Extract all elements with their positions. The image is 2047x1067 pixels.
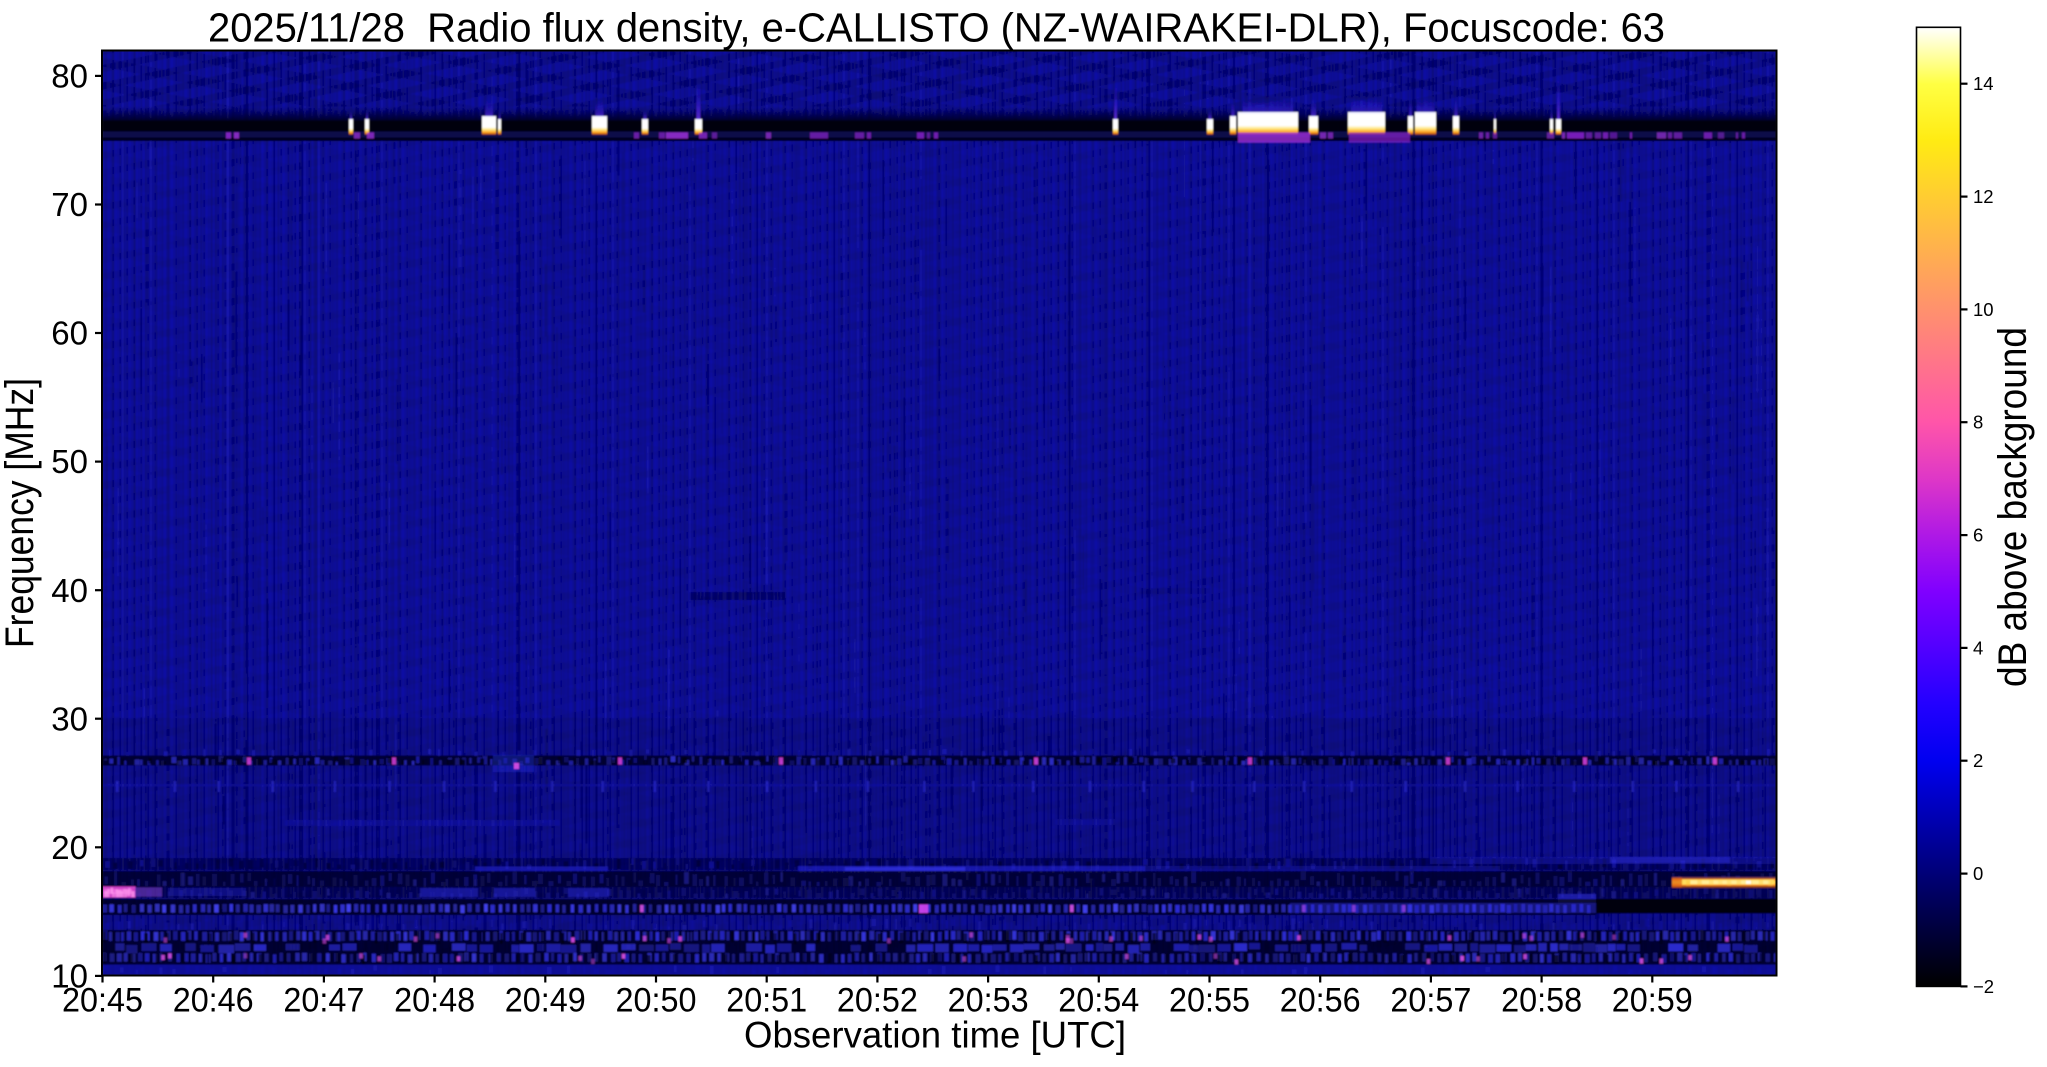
svg-text:12: 12 xyxy=(1973,186,1994,207)
svg-text:Frequency [MHz]: Frequency [MHz] xyxy=(0,378,42,648)
svg-text:4: 4 xyxy=(1973,637,1983,658)
svg-text:14: 14 xyxy=(1973,73,1994,94)
svg-text:10: 10 xyxy=(51,957,88,994)
svg-text:80: 80 xyxy=(51,58,88,95)
svg-text:60: 60 xyxy=(51,315,88,352)
svg-text:20:45: 20:45 xyxy=(62,982,143,1020)
svg-text:2: 2 xyxy=(1973,750,1983,771)
svg-text:Observation time [UTC]: Observation time [UTC] xyxy=(744,1015,1126,1056)
svg-text:50: 50 xyxy=(51,443,88,480)
svg-text:20:52: 20:52 xyxy=(837,982,918,1020)
svg-text:8: 8 xyxy=(1973,412,1983,433)
svg-text:40: 40 xyxy=(51,572,88,609)
svg-text:10: 10 xyxy=(1973,299,1994,320)
svg-text:2025/11/28 Radio flux density: 2025/11/28 Radio flux density, e-CALLIST… xyxy=(208,5,1665,51)
svg-text:dB above background: dB above background xyxy=(1991,327,2035,687)
svg-text:20:47: 20:47 xyxy=(283,982,364,1020)
svg-text:20:53: 20:53 xyxy=(948,982,1029,1020)
svg-text:20:49: 20:49 xyxy=(505,982,586,1020)
svg-text:20:51: 20:51 xyxy=(726,982,807,1020)
svg-text:20:55: 20:55 xyxy=(1169,982,1250,1020)
svg-text:20:48: 20:48 xyxy=(394,982,475,1020)
svg-text:−2: −2 xyxy=(1973,976,1994,997)
svg-text:20:54: 20:54 xyxy=(1058,982,1139,1020)
svg-text:20:58: 20:58 xyxy=(1501,982,1582,1020)
svg-text:20: 20 xyxy=(51,829,88,866)
svg-text:20:50: 20:50 xyxy=(616,982,697,1020)
svg-text:30: 30 xyxy=(51,700,88,737)
svg-text:6: 6 xyxy=(1973,525,1983,546)
svg-text:20:57: 20:57 xyxy=(1390,982,1471,1020)
svg-text:0: 0 xyxy=(1973,863,1983,884)
svg-text:20:56: 20:56 xyxy=(1280,982,1361,1020)
svg-text:20:46: 20:46 xyxy=(173,982,254,1020)
svg-text:70: 70 xyxy=(51,186,88,223)
svg-text:20:59: 20:59 xyxy=(1612,982,1693,1020)
